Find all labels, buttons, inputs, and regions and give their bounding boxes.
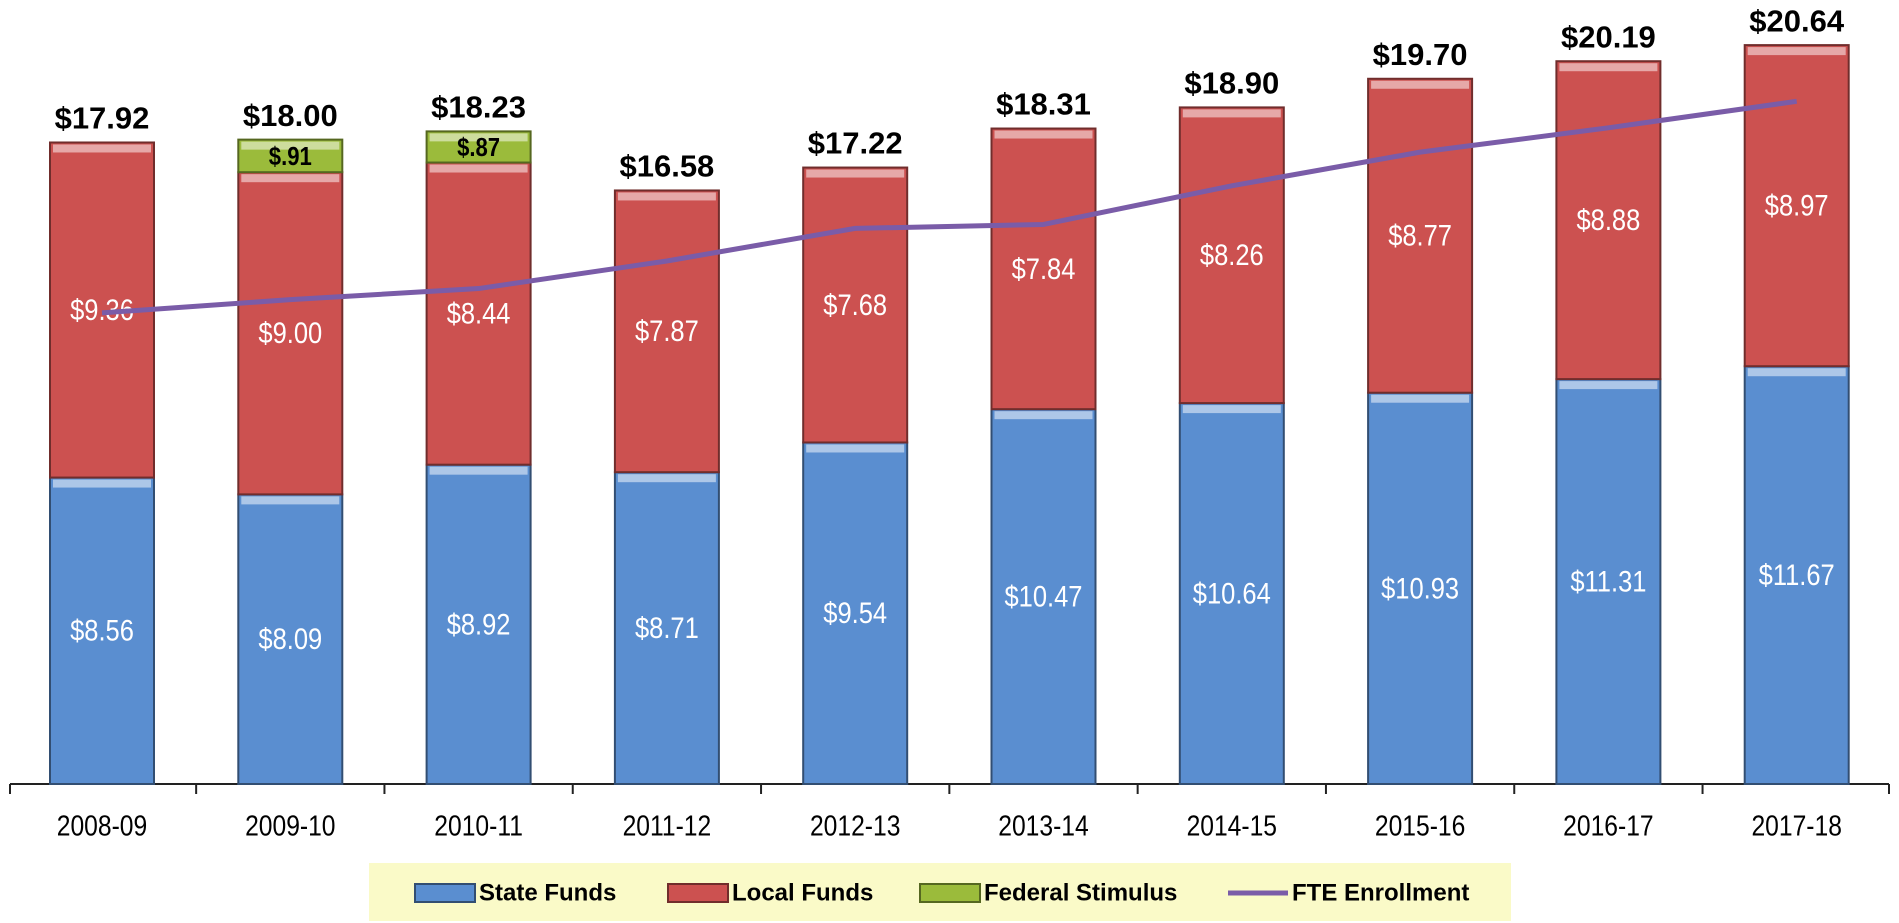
line-series [101, 98, 1798, 316]
bar-bevel [1371, 80, 1470, 89]
bar-segment [802, 441, 909, 785]
total-label: $16.58 [619, 149, 714, 184]
value-label: $9.00 [258, 316, 322, 349]
value-label: $7.68 [823, 288, 887, 321]
bar-segment [990, 127, 1097, 411]
bar-segment [425, 161, 532, 466]
legend-swatch [414, 883, 476, 903]
bar-bevel [1559, 63, 1658, 72]
value-label: $.91 [269, 142, 312, 171]
x-tick-label: 2012-13 [810, 810, 900, 842]
bar-bevel [806, 169, 905, 178]
x-tick-label: 2014-15 [1187, 810, 1277, 842]
bar-segment [237, 171, 344, 496]
bar-bevel [429, 133, 528, 142]
bar-segment [1367, 77, 1474, 394]
bar-bevel [1182, 109, 1281, 118]
x-tick-label: 2011-12 [623, 810, 712, 842]
x-tick-label: 2017-18 [1751, 810, 1841, 842]
bar-bevel [53, 479, 151, 488]
bar-segment [802, 166, 909, 444]
bar-bevel [994, 130, 1093, 139]
bar-segment [613, 189, 720, 474]
bar-bevel [1747, 368, 1846, 377]
value-label: $11.31 [1570, 565, 1646, 598]
total-label: $18.90 [1184, 66, 1279, 101]
x-tick-label: 2009-10 [245, 810, 335, 842]
total-label: $18.23 [431, 90, 526, 125]
value-label: $8.26 [1200, 238, 1264, 271]
value-label: $8.44 [447, 297, 511, 330]
value-label: $7.84 [1012, 252, 1076, 285]
bar-bevel [241, 496, 340, 505]
bar-bevel [1559, 381, 1658, 390]
bar-bevel [1182, 405, 1281, 414]
value-label: $10.47 [1005, 580, 1083, 613]
value-label: $8.56 [70, 614, 134, 647]
total-label: $17.22 [808, 126, 903, 161]
value-label: $10.64 [1193, 577, 1271, 610]
bar-bevel [429, 466, 528, 475]
total-label: $20.64 [1749, 3, 1845, 38]
bar-segment [1555, 378, 1662, 785]
total-label: $20.19 [1561, 19, 1656, 54]
bar-bevel [994, 411, 1093, 420]
value-label: $10.93 [1381, 571, 1459, 604]
legend-swatch [919, 883, 981, 903]
bar-bevel [53, 144, 151, 153]
bar-segment [1743, 365, 1850, 785]
legend-label: Local Funds [732, 879, 873, 906]
bar-bevel [241, 141, 340, 150]
bar-bevel [241, 174, 340, 183]
legend-label: State Funds [479, 879, 616, 906]
bar-bevel [429, 164, 528, 173]
bar-segment [1178, 402, 1285, 785]
x-tick-label: 2015-16 [1375, 810, 1465, 842]
value-label: $9.54 [823, 596, 887, 629]
bar-segment [1555, 60, 1662, 381]
total-label: $18.31 [996, 87, 1091, 122]
bar-bevel [806, 444, 905, 453]
bar-segment [425, 463, 532, 785]
bar-bevel [617, 192, 716, 201]
value-label: $11.67 [1759, 558, 1835, 591]
value-label: $7.87 [635, 314, 699, 347]
x-tick-label: 2013-14 [998, 810, 1088, 842]
value-label: $.87 [457, 133, 500, 162]
x-tick-label: 2016-17 [1563, 810, 1653, 842]
value-label: $8.88 [1577, 203, 1641, 236]
value-label: $8.09 [258, 622, 322, 655]
total-label: $17.92 [55, 101, 150, 136]
bar-segment [1743, 44, 1850, 368]
total-label: $18.00 [243, 98, 338, 133]
value-label: $8.92 [447, 607, 511, 640]
bar-bevel [617, 474, 716, 483]
value-label: $8.77 [1388, 219, 1452, 252]
bar-bevel [1371, 394, 1470, 403]
bar-segment [49, 476, 155, 785]
x-tick-label: 2008-09 [57, 810, 147, 842]
bar-bevel [1747, 47, 1846, 56]
legend-label: Federal Stimulus [984, 879, 1177, 906]
value-label: $8.97 [1765, 189, 1829, 222]
bar-segment [1178, 106, 1285, 405]
total-label: $19.70 [1373, 37, 1468, 72]
bar-segment [613, 471, 720, 785]
value-label: $8.71 [635, 611, 699, 644]
legend-swatch [667, 883, 729, 903]
x-tick-label: 2010-11 [434, 810, 523, 842]
legend-label: FTE Enrollment [1292, 879, 1469, 906]
